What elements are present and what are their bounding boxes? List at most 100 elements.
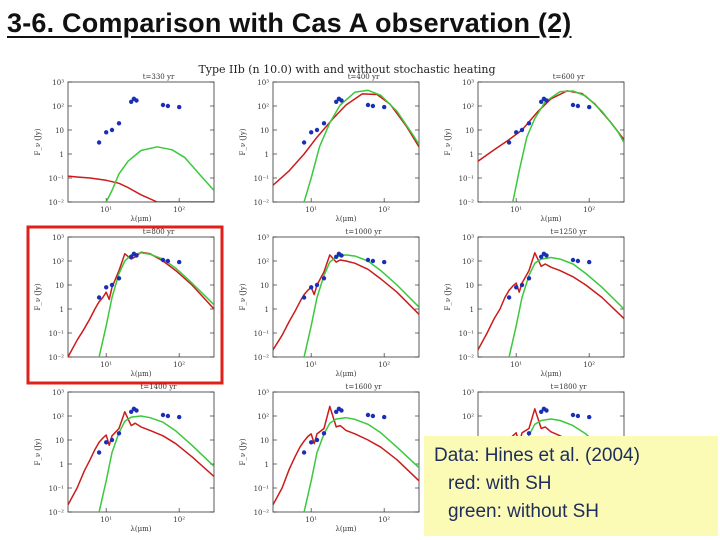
x-axis-label: λ(μm) (335, 370, 356, 378)
x-axis-label: λ(μm) (130, 215, 151, 223)
data-point (365, 102, 371, 108)
panel-frame (272, 236, 420, 358)
sed-panel: 10⁻² 10⁻¹ 1 10 10² 10³ 10¹ 10² F_ν (Jy) λ(μm) t=60… (444, 73, 625, 223)
panel-frame (477, 236, 625, 358)
x-tick-label: 10² (378, 206, 390, 214)
series-line-with-sh (273, 405, 419, 506)
series-line-without-sh (98, 252, 214, 357)
y-tick-label: 10³ (257, 79, 269, 87)
y-tick-label: 1 (265, 306, 269, 314)
y-tick-label: 10² (257, 258, 269, 266)
slide-title: 3-6. Comparison with Cas A observation (… (7, 8, 572, 38)
data-point (370, 103, 376, 109)
data-point (177, 259, 182, 265)
data-point (587, 104, 592, 110)
y-tick-label: 10⁻² (459, 199, 475, 207)
data-point (177, 414, 182, 420)
data-point (514, 130, 519, 135)
data-point (587, 259, 592, 265)
y-tick-label: 10² (462, 103, 474, 111)
x-tick-label: 10¹ (100, 206, 112, 214)
data-point (334, 254, 339, 259)
y-tick-label: 10⁻² (254, 509, 270, 517)
y-tick-label: 10 (55, 127, 64, 135)
series-line-with-sh (68, 251, 214, 357)
panel-time-label: t=1250 yr (551, 228, 588, 236)
y-tick-label: 1 (265, 151, 269, 159)
y-axis-label: F_ν (Jy) (239, 438, 247, 465)
data-point (309, 285, 314, 290)
sed-panel: 10⁻² 10⁻¹ 1 10 10² 10³ 10¹ 10² F_ν (Jy) λ(μm) t=12… (444, 228, 625, 378)
data-point (334, 99, 339, 105)
data-point (339, 253, 344, 258)
data-point (370, 258, 376, 264)
y-tick-label: 10³ (52, 389, 64, 397)
series-line-without-sh (303, 254, 419, 357)
y-tick-label: 10 (260, 282, 269, 290)
y-tick-label: 10⁻¹ (459, 330, 475, 338)
y-tick-label: 10⁻² (49, 199, 65, 207)
panel-time-label: t=800 yr (143, 228, 175, 236)
x-tick-label: 10¹ (100, 516, 112, 524)
panel-frame (272, 391, 420, 513)
data-point (109, 437, 115, 443)
y-tick-label: 10² (52, 103, 64, 111)
y-tick-label: 1 (470, 306, 474, 314)
y-axis-label: F_ν (Jy) (239, 128, 247, 155)
y-tick-label: 10² (462, 258, 474, 266)
data-point (134, 253, 139, 258)
y-tick-label: 10 (465, 282, 474, 290)
sed-panel: 10⁻² 10⁻¹ 1 10 10² 10³ 10¹ 10² F_ν (Jy) λ(μm) t=33… (34, 73, 215, 223)
x-axis-label: λ(μm) (335, 525, 356, 533)
x-tick-label: 10¹ (510, 361, 522, 369)
data-point (539, 99, 544, 105)
panel-time-label: t=1400 yr (141, 383, 178, 391)
data-point (96, 295, 102, 300)
x-tick-label: 10¹ (305, 361, 317, 369)
data-point (301, 295, 307, 300)
x-tick-label: 10² (173, 516, 185, 524)
data-point (116, 276, 122, 281)
y-tick-label: 10⁻¹ (254, 485, 270, 493)
data-point (370, 413, 376, 419)
data-point (519, 127, 525, 133)
data-point (109, 127, 115, 133)
data-point (365, 412, 371, 418)
highlight-frame (26, 225, 224, 385)
legend-data-source: Data: Hines et al. (2004) (434, 445, 640, 466)
y-tick-label: 1 (470, 151, 474, 159)
sed-panel: 10⁻² 10⁻¹ 1 10 10² 10³ 10¹ 10² F_ν (Jy) λ(μm) t=80… (26, 225, 224, 385)
y-axis-label: F_ν (Jy) (34, 438, 42, 465)
sed-panel: 10⁻² 10⁻¹ 1 10 10² 10³ 10¹ 10² F_ν (Jy) λ(μm) t=14… (34, 383, 215, 533)
x-tick-label: 10² (583, 361, 595, 369)
data-point (506, 140, 512, 145)
data-point (544, 408, 549, 413)
data-point (506, 295, 512, 300)
data-point (544, 98, 549, 103)
data-point (382, 414, 387, 420)
y-axis-label: F_ν (Jy) (444, 128, 452, 155)
panel-frame (67, 236, 215, 358)
series-line-with-sh (273, 93, 419, 186)
data-point (165, 413, 171, 419)
panel-time-label: t=1600 yr (346, 383, 383, 391)
y-axis-label: F_ν (Jy) (239, 283, 247, 310)
y-tick-label: 10 (465, 127, 474, 135)
data-point (382, 259, 387, 265)
data-point (129, 254, 134, 259)
data-point (526, 121, 532, 126)
x-tick-label: 10² (173, 361, 185, 369)
y-tick-label: 10⁻¹ (49, 485, 65, 493)
y-tick-label: 10 (55, 437, 64, 445)
series-line-with-sh (68, 175, 214, 202)
series-line-without-sh (508, 256, 624, 357)
x-tick-label: 10² (378, 361, 390, 369)
y-tick-label: 10⁻¹ (49, 330, 65, 338)
y-axis-label: F_ν (Jy) (34, 283, 42, 310)
data-point (96, 450, 102, 455)
y-tick-label: 10³ (52, 79, 64, 87)
y-tick-label: 10² (52, 413, 64, 421)
y-tick-label: 10⁻² (49, 354, 65, 362)
x-axis-label: λ(μm) (130, 370, 151, 378)
legend-green-line: green: without SH (448, 501, 600, 522)
